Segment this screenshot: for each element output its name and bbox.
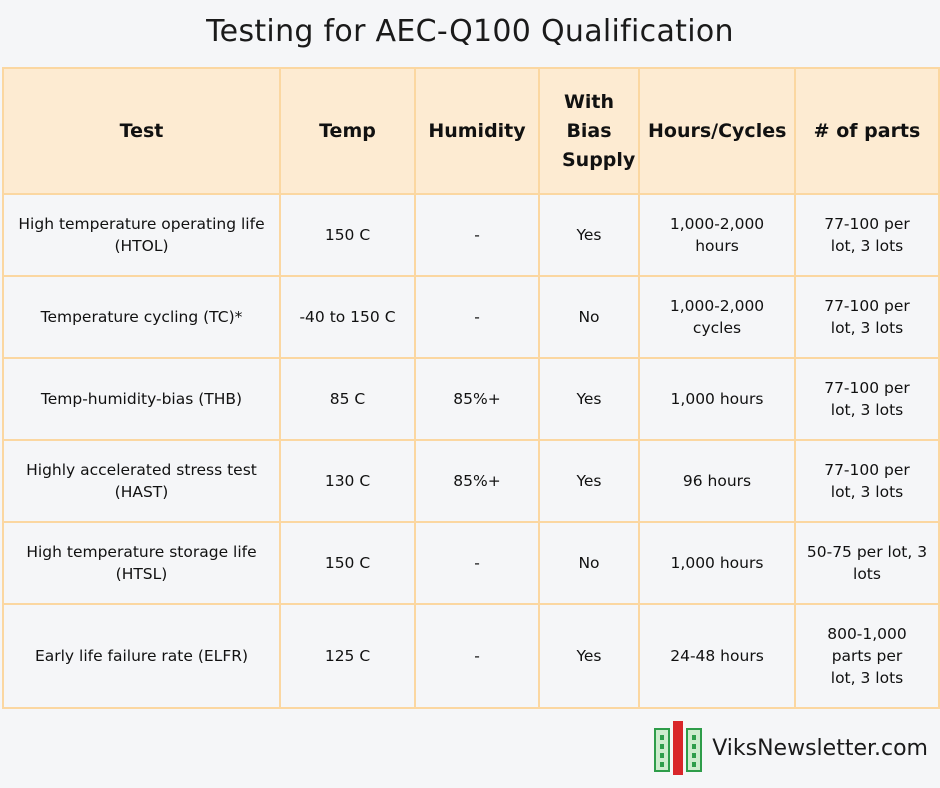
cell-bias: No [538,275,640,359]
cell-temp: 150 C [279,521,416,605]
footer-brand: ViksNewsletter.com [654,720,928,776]
cell-humidity: - [414,275,540,359]
table-row: Temperature cycling (TC)* -40 to 150 C -… [2,275,940,359]
cell-humidity: - [414,603,540,709]
chip-logo-icon [654,721,703,775]
cell-hours: 1,000-2,000 hours [638,193,796,277]
cell-test: Highly accelerated stress test (HAST) [2,439,281,523]
table-row: Temp-humidity-bias (THB) 85 C 85%+ Yes 1… [2,357,940,441]
cell-temp: 125 C [279,603,416,709]
cell-parts: 77-100 per lot, 3 lots [794,439,940,523]
cell-parts: 50-75 per lot, 3 lots [794,521,940,605]
page-title: Testing for AEC-Q100 Qualification [206,14,734,49]
cell-parts: 77-100 per lot, 3 lots [794,357,940,441]
qualification-table: Test Temp Humidity With Bias Supply Hour… [2,67,940,709]
cell-bias: Yes [538,193,640,277]
header-hours-cycles: Hours/Cycles [638,67,796,195]
header-temp: Temp [279,67,416,195]
cell-bias: Yes [538,439,640,523]
cell-hours: 1,000-2,000 cycles [638,275,796,359]
cell-temp: 130 C [279,439,416,523]
cell-test: Temperature cycling (TC)* [2,275,281,359]
cell-humidity: 85%+ [414,357,540,441]
cell-test: High temperature storage life (HTSL) [2,521,281,605]
cell-parts: 800-1,000 parts per lot, 3 lots [794,603,940,709]
table-row: Early life failure rate (ELFR) 125 C - Y… [2,603,940,709]
cell-hours: 96 hours [638,439,796,523]
cell-parts: 77-100 per lot, 3 lots [794,193,940,277]
header-humidity: Humidity [414,67,540,195]
table-row: High temperature storage life (HTSL) 150… [2,521,940,605]
table-row: High temperature operating life (HTOL) 1… [2,193,940,277]
header-bias-supply: With Bias Supply [538,67,640,195]
brand-name[interactable]: ViksNewsletter.com [712,735,928,761]
cell-humidity: - [414,521,540,605]
header-parts: # of parts [794,67,940,195]
cell-test: Temp-humidity-bias (THB) [2,357,281,441]
cell-bias: Yes [538,603,640,709]
cell-temp: -40 to 150 C [279,275,416,359]
cell-hours: 1,000 hours [638,357,796,441]
cell-hours: 24-48 hours [638,603,796,709]
cell-humidity: 85%+ [414,439,540,523]
cell-test: High temperature operating life (HTOL) [2,193,281,277]
header-test: Test [2,67,281,195]
table-row: Highly accelerated stress test (HAST) 13… [2,439,940,523]
cell-test: Early life failure rate (ELFR) [2,603,281,709]
cell-temp: 85 C [279,357,416,441]
cell-humidity: - [414,193,540,277]
cell-hours: 1,000 hours [638,521,796,605]
cell-temp: 150 C [279,193,416,277]
cell-parts: 77-100 per lot, 3 lots [794,275,940,359]
cell-bias: Yes [538,357,640,441]
table-header-row: Test Temp Humidity With Bias Supply Hour… [2,67,940,195]
cell-bias: No [538,521,640,605]
